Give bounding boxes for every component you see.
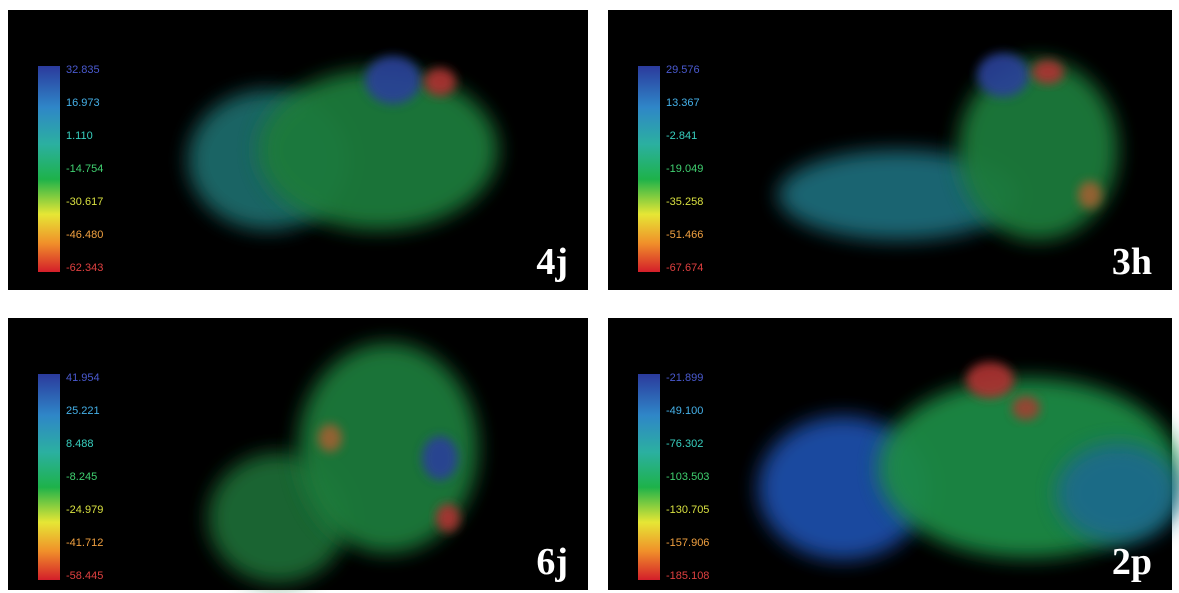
scale-label: -103.503 <box>666 471 709 483</box>
scale-label: 8.488 <box>66 438 94 450</box>
surface-blob <box>422 436 458 480</box>
figure: 32.835 16.973 1.110 -14.754 -30.617 -46.480 -6… <box>0 0 1179 593</box>
scale-label: -14.754 <box>66 163 103 175</box>
scale-label: 1.110 <box>66 130 93 142</box>
surface-blob <box>436 504 460 532</box>
panel-label: 3h <box>1112 241 1152 283</box>
scale-label: 41.954 <box>66 372 100 384</box>
surface-blob <box>365 56 421 104</box>
panel: 32.835 16.973 1.110 -14.754 -30.617 -46.480 -6… <box>8 10 588 290</box>
scale-label: -62.343 <box>66 262 103 274</box>
scale-label: -76.302 <box>666 438 703 450</box>
panel-label: 6j <box>536 541 568 583</box>
surface-blob <box>424 68 456 96</box>
scale-label: -49.100 <box>666 405 703 417</box>
surface-blob <box>966 362 1014 398</box>
scale-label: -19.049 <box>666 163 703 175</box>
panel: -21.899 -49.100 -76.302 -103.503 -130.705 -15… <box>608 318 1179 590</box>
scale-label: -51.466 <box>666 229 703 241</box>
scale-label: 32.835 <box>66 64 100 76</box>
scale-label: -21.899 <box>666 372 703 384</box>
scale-label: -67.674 <box>666 262 703 274</box>
surface-blob <box>977 53 1029 97</box>
panel-label: 2p <box>1112 541 1152 583</box>
surface-blob <box>1078 181 1102 209</box>
scale-label: -8.245 <box>66 471 97 483</box>
scale-label: -46.480 <box>66 229 103 241</box>
scale-label: 16.973 <box>66 97 100 109</box>
scale-label: 13.367 <box>666 97 700 109</box>
scale-label: -24.979 <box>66 504 103 516</box>
color-scale-bar <box>638 66 660 272</box>
surface-blob <box>1012 396 1040 420</box>
color-scale-bar <box>638 374 660 580</box>
panel-label: 4j <box>536 241 568 283</box>
scale-label: -157.906 <box>666 537 709 549</box>
scale-label: 29.576 <box>666 64 700 76</box>
color-scale-bar <box>38 66 60 272</box>
surface-blob <box>1032 60 1064 84</box>
scale-label: 25.221 <box>66 405 100 417</box>
scale-label: -2.841 <box>666 130 697 142</box>
scale-label: -185.108 <box>666 570 709 582</box>
surface-blob <box>1056 443 1179 543</box>
scale-label: -58.445 <box>66 570 103 582</box>
scale-label: -30.617 <box>66 196 103 208</box>
scale-label: -41.712 <box>66 537 103 549</box>
panel: 29.576 13.367 -2.841 -19.049 -35.258 -51.466 -… <box>608 10 1172 290</box>
panel: 41.954 25.221 8.488 -8.245 -24.979 -41.712 -58… <box>8 318 588 590</box>
scale-label: -35.258 <box>666 196 703 208</box>
scale-label: -130.705 <box>666 504 709 516</box>
color-scale-bar <box>38 374 60 580</box>
surface-blob <box>318 424 342 452</box>
